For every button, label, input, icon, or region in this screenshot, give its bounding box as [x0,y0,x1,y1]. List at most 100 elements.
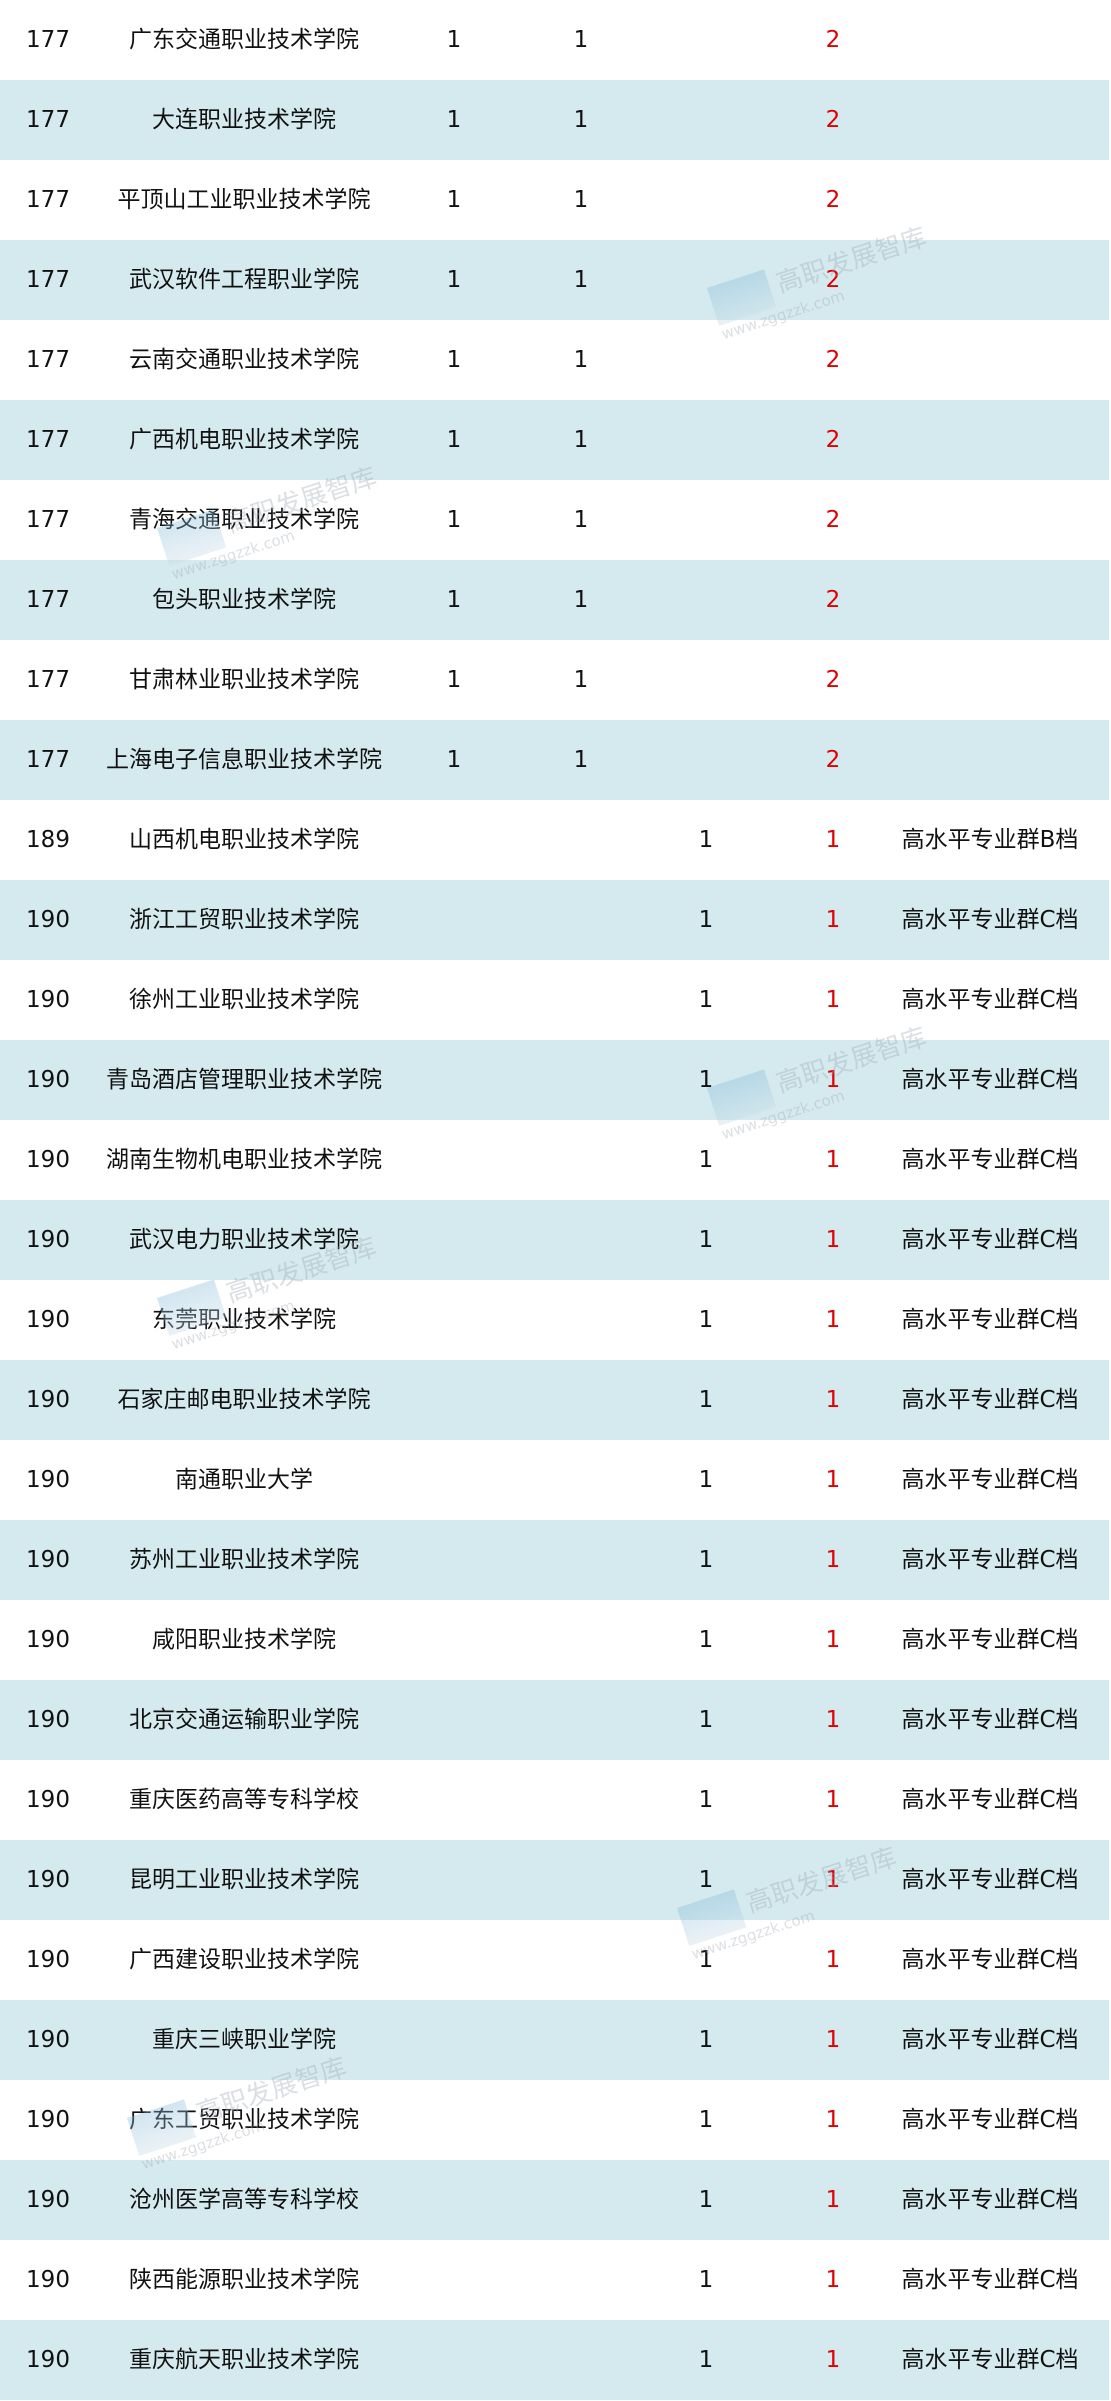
table-row: 190 重庆航天职业技术学院 1 1 高水平专业群C档 [0,2320,1109,2400]
total-cell: 1 [825,1867,841,1893]
count-cell-b: 1 [573,347,589,373]
level-cell: 高水平专业群C档 [901,2027,1079,2053]
school-name-cell: 苏州工业职业技术学院 [129,1547,359,1573]
table-row: 190 昆明工业职业技术学院 1 1 高水平专业群C档 [0,1840,1109,1920]
count-cell-b: 1 [573,427,589,453]
school-name-cell: 武汉软件工程职业学院 [129,267,359,293]
table-row: 177 广西机电职业技术学院 1 1 2 [0,400,1109,480]
level-cell: 高水平专业群C档 [901,1147,1079,1173]
rank-cell: 177 [26,27,70,53]
level-cell: 高水平专业群C档 [901,2267,1079,2293]
count-cell-c: 1 [698,2347,714,2373]
school-name-cell: 平顶山工业职业技术学院 [117,187,371,213]
total-cell: 1 [825,1627,841,1653]
rank-cell: 190 [26,1947,70,1973]
total-cell: 1 [825,1147,841,1173]
school-name-cell: 云南交通职业技术学院 [129,347,359,373]
table-row: 190 石家庄邮电职业技术学院 1 1 高水平专业群C档 [0,1360,1109,1440]
count-cell-a: 1 [446,27,462,53]
school-name-cell: 山西机电职业技术学院 [129,827,359,853]
rank-cell: 177 [26,507,70,533]
level-cell: 高水平专业群C档 [901,1707,1079,1733]
level-cell: 高水平专业群C档 [901,1307,1079,1333]
total-cell: 1 [825,2027,841,2053]
rank-cell: 190 [26,1787,70,1813]
table-row: 177 大连职业技术学院 1 1 2 [0,80,1109,160]
level-cell: 高水平专业群C档 [901,987,1079,1013]
count-cell-a: 1 [446,427,462,453]
total-cell: 1 [825,1227,841,1253]
rank-cell: 177 [26,107,70,133]
count-cell-a: 1 [446,587,462,613]
total-cell: 1 [825,907,841,933]
total-cell: 2 [825,267,841,293]
count-cell-c: 1 [698,2027,714,2053]
level-cell: 高水平专业群C档 [901,1787,1079,1813]
rank-cell: 190 [26,1227,70,1253]
level-cell: 高水平专业群C档 [901,1067,1079,1093]
table-row: 177 广东交通职业技术学院 1 1 2 [0,0,1109,80]
school-name-cell: 广东工贸职业技术学院 [129,2107,359,2133]
count-cell-c: 1 [698,1867,714,1893]
total-cell: 1 [825,1387,841,1413]
table-row: 190 浙江工贸职业技术学院 1 1 高水平专业群C档 [0,880,1109,960]
total-cell: 1 [825,1947,841,1973]
rank-cell: 190 [26,2107,70,2133]
table-row: 190 北京交通运输职业学院 1 1 高水平专业群C档 [0,1680,1109,1760]
table-row: 190 沧州医学高等专科学校 1 1 高水平专业群C档 [0,2160,1109,2240]
rank-cell: 190 [26,2027,70,2053]
rank-cell: 177 [26,747,70,773]
school-name-cell: 包头职业技术学院 [152,587,336,613]
count-cell-c: 1 [698,1227,714,1253]
total-cell: 2 [825,107,841,133]
school-name-cell: 广西机电职业技术学院 [129,427,359,453]
count-cell-a: 1 [446,107,462,133]
total-cell: 2 [825,747,841,773]
table-row: 177 青海交通职业技术学院 1 1 2 [0,480,1109,560]
count-cell-b: 1 [573,587,589,613]
table-row: 190 广西建设职业技术学院 1 1 高水平专业群C档 [0,1920,1109,2000]
level-cell: 高水平专业群C档 [901,2187,1079,2213]
total-cell: 1 [825,1467,841,1493]
rank-cell: 190 [26,1387,70,1413]
school-name-cell: 重庆三峡职业学院 [152,2027,336,2053]
table-row: 177 包头职业技术学院 1 1 2 [0,560,1109,640]
school-name-cell: 上海电子信息职业技术学院 [106,747,382,773]
count-cell-c: 1 [698,827,714,853]
total-cell: 1 [825,2347,841,2373]
count-cell-c: 1 [698,1467,714,1493]
table-row: 190 咸阳职业技术学院 1 1 高水平专业群C档 [0,1600,1109,1680]
count-cell-c: 1 [698,1387,714,1413]
total-cell: 2 [825,667,841,693]
count-cell-c: 1 [698,1787,714,1813]
count-cell-a: 1 [446,667,462,693]
level-cell: 高水平专业群C档 [901,907,1079,933]
total-cell: 1 [825,2107,841,2133]
school-name-cell: 广西建设职业技术学院 [129,1947,359,1973]
count-cell-c: 1 [698,1147,714,1173]
rank-cell: 190 [26,1547,70,1573]
count-cell-c: 1 [698,907,714,933]
level-cell: 高水平专业群C档 [901,1867,1079,1893]
school-name-cell: 青海交通职业技术学院 [129,507,359,533]
school-name-cell: 徐州工业职业技术学院 [129,987,359,1013]
school-name-cell: 浙江工贸职业技术学院 [129,907,359,933]
table-row: 190 广东工贸职业技术学院 1 1 高水平专业群C档 [0,2080,1109,2160]
total-cell: 2 [825,427,841,453]
rank-cell: 177 [26,267,70,293]
rank-cell: 177 [26,187,70,213]
count-cell-a: 1 [446,747,462,773]
level-cell: 高水平专业群C档 [901,1547,1079,1573]
table-row: 190 苏州工业职业技术学院 1 1 高水平专业群C档 [0,1520,1109,1600]
school-name-cell: 湖南生物机电职业技术学院 [106,1147,382,1173]
rank-cell: 190 [26,1147,70,1173]
school-name-cell: 咸阳职业技术学院 [152,1627,336,1653]
count-cell-b: 1 [573,667,589,693]
count-cell-c: 1 [698,1707,714,1733]
count-cell-b: 1 [573,107,589,133]
table-row: 177 上海电子信息职业技术学院 1 1 2 [0,720,1109,800]
count-cell-b: 1 [573,507,589,533]
level-cell: 高水平专业群C档 [901,1627,1079,1653]
table-row: 190 青岛酒店管理职业技术学院 1 1 高水平专业群C档 [0,1040,1109,1120]
